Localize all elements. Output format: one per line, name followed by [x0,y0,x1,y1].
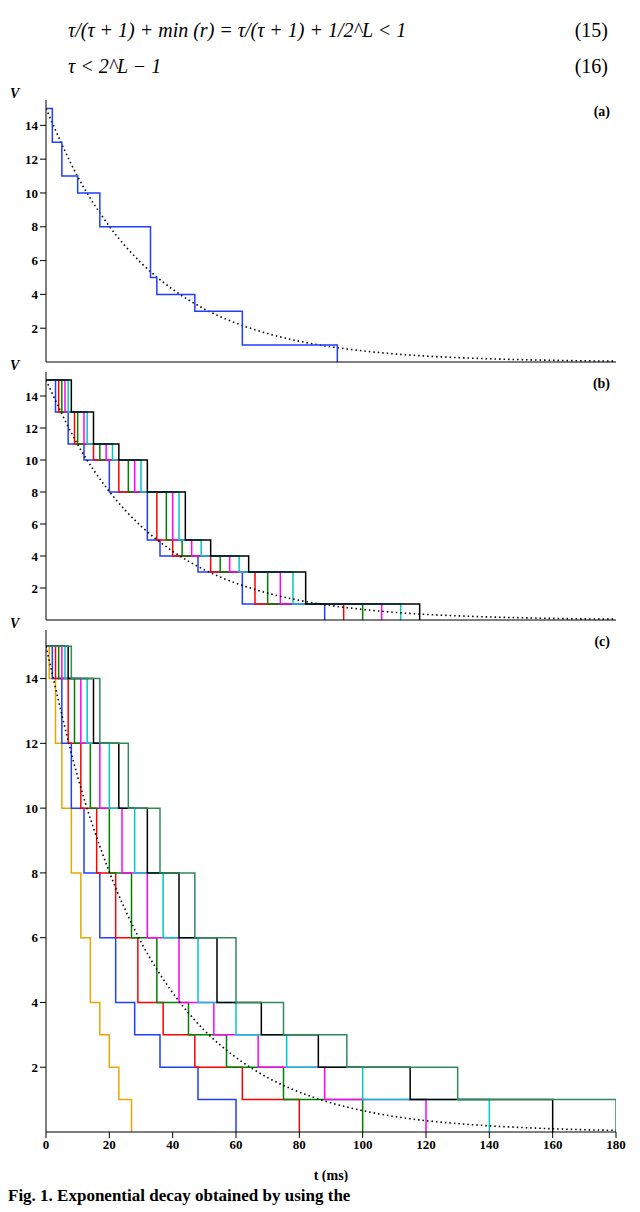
svg-text:20: 20 [103,1137,116,1152]
svg-text:140: 140 [480,1137,500,1152]
svg-text:4: 4 [32,549,39,564]
svg-text:180: 180 [606,1137,626,1152]
html-text:Fig. 1. Exponential decay obta: Fig. 1. Exponential decay obtained by us… [8,1186,351,1205]
svg-text:14: 14 [25,118,39,133]
svg-text:14: 14 [25,389,39,404]
html-text:(c): (c) [594,634,610,649]
svg-text:12: 12 [25,421,38,436]
html-text:(a): (a) [593,104,610,119]
html-text:τ/(τ + 1) + min (r) = τ/(τ + 1: τ/(τ + 1) + min (r) = τ/(τ + 1) + 1/2^L … [68,18,407,41]
svg-text:160: 160 [543,1137,563,1152]
html-text:(b): (b) [592,376,610,391]
svg-text:10: 10 [25,453,38,468]
svg-text:2: 2 [32,1060,39,1075]
svg-text:6: 6 [32,253,39,268]
svg-text:8: 8 [32,219,39,234]
svg-text:8: 8 [32,485,39,500]
svg-text:12: 12 [25,736,38,751]
html-text:(16): (16) [574,54,608,77]
svg-text:6: 6 [32,517,39,532]
html-text:V: V [10,86,20,101]
svg-text:120: 120 [416,1137,436,1152]
svg-text:4: 4 [32,287,39,302]
svg-text:60: 60 [230,1137,243,1152]
svg-text:12: 12 [25,152,38,167]
svg-text:6: 6 [32,930,39,945]
html-text:V: V [10,616,20,631]
svg-text:2: 2 [32,321,39,336]
svg-text:100: 100 [353,1137,373,1152]
svg-text:t (ms): t (ms) [314,1168,349,1182]
svg-text:8: 8 [32,866,39,881]
svg-text:14: 14 [25,671,39,686]
html-text:τ < 2^L − 1: τ < 2^L − 1 [68,54,162,77]
svg-text:0: 0 [43,1137,50,1152]
svg-text:10: 10 [25,801,38,816]
svg-text:40: 40 [166,1137,179,1152]
html-text:V: V [10,358,20,373]
svg-text:2: 2 [32,581,39,596]
svg-text:4: 4 [32,995,39,1010]
svg-text:80: 80 [293,1137,306,1152]
svg-text:10: 10 [25,186,38,201]
html-text:(15): (15) [574,18,608,41]
